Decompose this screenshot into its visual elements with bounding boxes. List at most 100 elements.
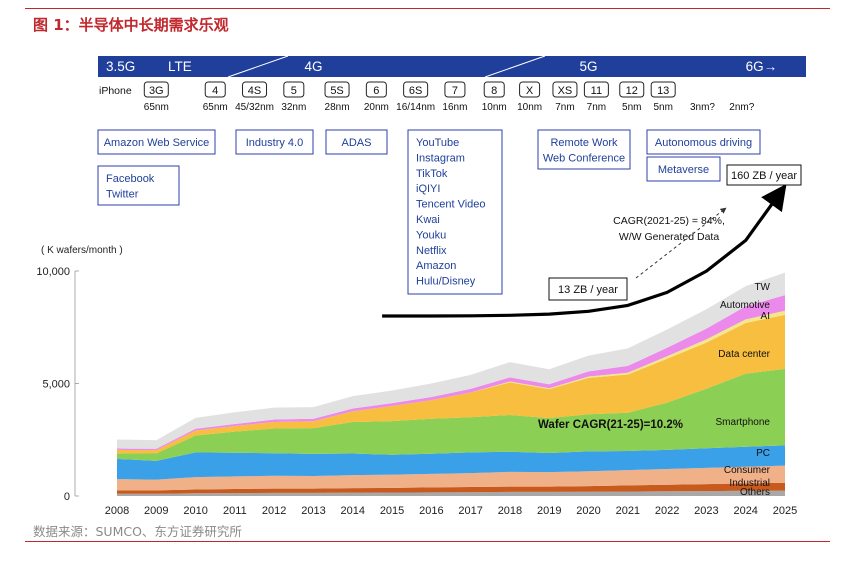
process-node-label: 10nm xyxy=(517,102,542,113)
cagr-dashed-arrow xyxy=(635,207,727,279)
iphone-model-label: 11 xyxy=(591,85,602,97)
x-tick-label: 2017 xyxy=(458,505,482,517)
process-node-label: 5nm xyxy=(622,102,641,113)
iphone-model-box xyxy=(650,81,676,98)
figure-source: 数据来源：SUMCO、东方证券研究所 xyxy=(33,524,242,539)
process-node-label: 16nm xyxy=(442,102,467,113)
iphone-row: iPhone 3G 65nm 4 65nm 4S 45/32nm 5 32nm 5S 28nm 6 20… xyxy=(99,81,755,113)
series-label-consumer: Consumer xyxy=(724,465,771,476)
x-tick-label: 2022 xyxy=(655,505,679,517)
iphone-model-box xyxy=(444,81,466,98)
data-source-label: W/W Generated Data xyxy=(619,231,720,243)
application-label-instagram: Instagram xyxy=(416,152,465,164)
iphone-model-box xyxy=(619,81,645,98)
stacked-areas xyxy=(117,272,785,496)
process-node-label: 65nm xyxy=(144,102,169,113)
bottom-rule xyxy=(25,541,830,542)
application-label-web-conference: Web Conference xyxy=(543,152,625,164)
figure-title: 图 1：半导体中长期需求乐观 xyxy=(33,16,229,34)
process-node-label: 32nm xyxy=(281,102,306,113)
iphone-model-label: XS xyxy=(558,85,573,97)
application-box-industry xyxy=(235,129,314,155)
generation-bar: 3.5G LTE 4G 5G 6G→ xyxy=(98,55,806,78)
application-box-metaverse xyxy=(646,156,721,182)
process-node-label: 65nm xyxy=(203,102,228,113)
iphone-model-label: 12 xyxy=(626,85,638,97)
data-start-box xyxy=(548,277,628,301)
area-data-center xyxy=(117,314,785,454)
area-pc xyxy=(117,445,785,480)
x-tick-label: 2016 xyxy=(419,505,443,517)
y-tick-label: 10,000 xyxy=(36,266,70,278)
x-tick-label: 2023 xyxy=(694,505,718,517)
iphone-model-box xyxy=(552,81,578,98)
application-label-industry-4-0: Industry 4.0 xyxy=(246,137,303,149)
generation-label-6g: 6G→ xyxy=(746,59,778,74)
data-end-label: 160 ZB / year xyxy=(731,170,797,182)
data-end-box xyxy=(726,164,802,186)
application-label-facebook: Facebook xyxy=(106,173,155,185)
application-box-aws xyxy=(97,129,216,155)
process-node-label: 20nm xyxy=(364,102,389,113)
application-label-amazon: Amazon xyxy=(416,260,456,272)
series-label-pc: PC xyxy=(756,448,770,459)
application-label-iqiyi: iQIYI xyxy=(416,183,440,195)
y-axis-title: ( K wafers/month ) xyxy=(41,245,123,256)
application-label-adas: ADAS xyxy=(342,137,372,149)
series-label-ai: AI xyxy=(761,311,770,322)
data-cagr-label: CAGR(2021-25) = 84%, xyxy=(613,215,725,227)
generation-label-5g: 5G xyxy=(580,59,598,74)
application-label-twitter: Twitter xyxy=(106,188,139,200)
series-label-industrial: Industrial xyxy=(729,478,770,489)
application-label-tencent-video: Tencent Video xyxy=(416,199,486,211)
x-tick-label: 2014 xyxy=(341,505,365,517)
process-node-label: 10nm xyxy=(482,102,507,113)
overlay-line-group: 13 ZB / year 160 ZB / year CAGR(2021-25) =… xyxy=(382,164,802,318)
process-node-label: 5nm xyxy=(653,102,672,113)
application-label-metaverse: Metaverse xyxy=(658,164,709,176)
x-tick-label: 2024 xyxy=(733,505,757,517)
application-box-autonomous xyxy=(646,129,761,155)
series-label-others: Others xyxy=(740,487,770,498)
iphone-model-box xyxy=(204,81,226,98)
iphone-model-box xyxy=(324,81,350,98)
iphone-model-box xyxy=(483,81,505,98)
x-tick-label: 2020 xyxy=(576,505,600,517)
iphone-model-label: 5S xyxy=(330,85,343,97)
area-smartphone xyxy=(117,368,785,461)
application-label-kwai: Kwai xyxy=(416,214,440,226)
process-node-label: 28nm xyxy=(325,102,350,113)
generation-divider-5g xyxy=(484,55,546,78)
application-label-youtube: YouTube xyxy=(416,137,459,149)
axes: ( K wafers/month ) 0 5,000 10,000 2008 2009 20… xyxy=(36,245,797,517)
iphone-model-box xyxy=(403,81,429,98)
series-label-smartphone: Smartphone xyxy=(716,417,771,428)
x-tick-label: 2025 xyxy=(773,505,797,517)
application-box-streaming xyxy=(407,129,503,295)
application-boxes: Amazon Web Service Facebook Twitter Industr… xyxy=(97,129,761,295)
iphone-model-box xyxy=(242,81,268,98)
x-tick-label: 2021 xyxy=(616,505,640,517)
iphone-model-label: 7 xyxy=(452,85,458,97)
x-tick-label: 2012 xyxy=(262,505,286,517)
application-label-tiktok: TikTok xyxy=(416,168,448,180)
overlay-line-generated-data xyxy=(382,183,787,318)
application-label-hulu-disney: Hulu/Disney xyxy=(416,276,476,288)
iphone-model-label: 6S xyxy=(409,85,422,97)
iphone-model-label: 4 xyxy=(212,85,218,97)
application-box-adas xyxy=(325,129,388,155)
iphone-model-box xyxy=(283,81,305,98)
process-node-label: 7nm xyxy=(555,102,574,113)
process-node-label: 45/32nm xyxy=(235,102,274,113)
process-node-label: 7nm xyxy=(587,102,606,113)
x-tick-label: 2019 xyxy=(537,505,561,517)
iphone-row-label: iPhone xyxy=(99,85,132,97)
process-node-label: 16/14nm xyxy=(396,102,435,113)
series-label-automotive: Automotive xyxy=(720,300,770,311)
iphone-model-label: 8 xyxy=(491,85,497,97)
area-industrial xyxy=(117,482,785,494)
series-label-tw: TW xyxy=(754,282,770,293)
iphone-model-label: 4S xyxy=(248,85,261,97)
